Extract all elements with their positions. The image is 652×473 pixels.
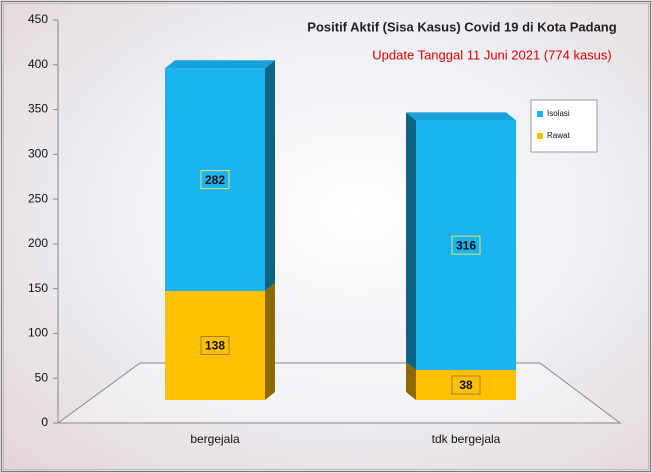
bar-side: [406, 112, 416, 370]
chart-subtitle: Update Tanggal 11 Juni 2021 (774 kasus): [372, 47, 611, 62]
floor: [56, 362, 622, 424]
value-label: 38: [459, 378, 473, 392]
y-tick-label: 400: [28, 57, 48, 71]
y-tick-label: 100: [28, 326, 48, 340]
bar-side: [265, 60, 275, 291]
y-tick-label: 150: [28, 281, 48, 295]
legend-swatch: [537, 133, 543, 139]
y-tick-label: 50: [35, 370, 49, 384]
value-label-box: [451, 235, 481, 255]
bar: [165, 68, 265, 291]
y-tick-label: 200: [28, 236, 48, 250]
value-label: 138: [205, 339, 225, 353]
value-label-box: [200, 170, 230, 190]
bar-top: [406, 112, 516, 121]
y-tick-label: 0: [41, 415, 48, 429]
y-tick-label: 300: [28, 147, 48, 161]
value-label: 316: [456, 238, 476, 252]
bar: [416, 120, 516, 370]
x-tick-label: tdk bergejala: [432, 432, 501, 446]
y-tick-label: 450: [28, 12, 48, 26]
frame-inner: [3, 3, 649, 470]
y-tick-label: 350: [28, 102, 48, 116]
bar-side: [406, 361, 416, 400]
bar: [416, 369, 516, 400]
bar-top: [165, 60, 275, 69]
chart-title: Positif Aktif (Sisa Kasus) Covid 19 di K…: [307, 19, 616, 34]
bar-side: [265, 282, 275, 400]
value-label-box: [200, 335, 230, 355]
legend-label: Isolasi: [547, 109, 570, 118]
value-label-box: [451, 375, 481, 395]
x-tick-label: bergejala: [190, 432, 240, 446]
bar: [165, 290, 265, 400]
legend-label: Rawat: [547, 131, 570, 140]
y-tick-label: 250: [28, 191, 48, 205]
value-label: 282: [205, 173, 225, 187]
legend-swatch: [537, 111, 543, 117]
legend: [530, 99, 598, 153]
